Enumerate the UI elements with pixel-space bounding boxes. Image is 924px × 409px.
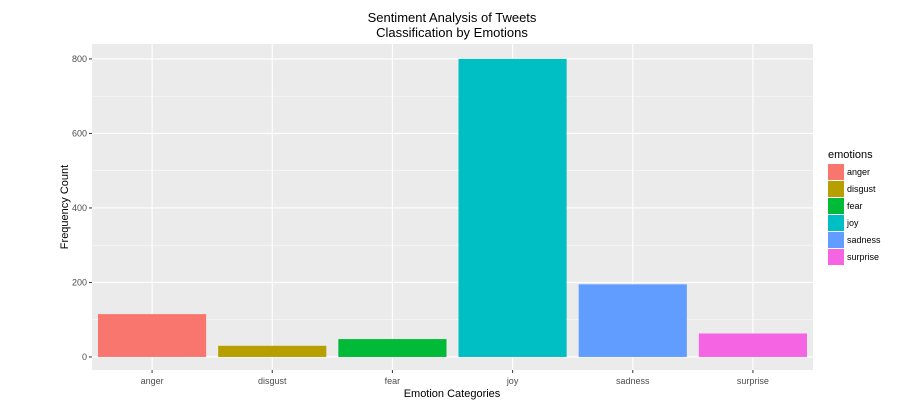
legend-key-fear: [828, 198, 844, 214]
x-tick-label: anger: [141, 376, 164, 386]
x-tick-label: surprise: [737, 376, 769, 386]
y-tick-label: 800: [72, 54, 87, 64]
x-tick-label: fear: [385, 376, 401, 386]
bars-group: [98, 58, 807, 357]
legend-label: anger: [847, 167, 870, 177]
y-tick-label: 400: [72, 203, 87, 213]
bar-joy: [458, 58, 567, 357]
bar-anger: [98, 314, 207, 357]
minor-gridlines: [92, 95, 813, 320]
legend-label: fear: [847, 201, 863, 211]
legend-key-sadness: [828, 232, 844, 248]
legend-key-disgust: [828, 181, 844, 197]
y-tick-label: 600: [72, 128, 87, 138]
plot-panel: [92, 44, 813, 370]
x-axis-ticks: anger disgust fear joy sadness surprise: [141, 370, 769, 386]
bar-sadness: [578, 284, 687, 357]
bar-surprise: [698, 333, 807, 357]
y-axis-title: Frequency Count: [59, 165, 71, 249]
x-tick-label: sadness: [616, 376, 650, 386]
legend-label: sadness: [847, 235, 881, 245]
legend-label: disgust: [847, 184, 876, 194]
legend-key-surprise: [828, 249, 844, 265]
legend: emotions anger disgust fear joy sadness surpr…: [828, 149, 881, 265]
x-tick-label: joy: [506, 376, 519, 386]
legend-key-joy: [828, 215, 844, 231]
legend-label: surprise: [847, 252, 879, 262]
bar-disgust: [218, 345, 327, 357]
chart-title: Sentiment Analysis of Tweets: [368, 10, 537, 25]
x-axis-title: Emotion Categories: [404, 388, 501, 400]
y-axis-ticks: 0 200 400 600 800: [72, 54, 92, 362]
bar-fear: [338, 339, 447, 357]
y-tick-label: 0: [82, 352, 87, 362]
legend-title: emotions: [828, 149, 873, 161]
legend-label: joy: [846, 218, 859, 228]
x-tick-label: disgust: [258, 376, 287, 386]
legend-key-anger: [828, 164, 844, 180]
y-tick-label: 200: [72, 277, 87, 287]
chart-subtitle: Classification by Emotions: [376, 25, 528, 40]
